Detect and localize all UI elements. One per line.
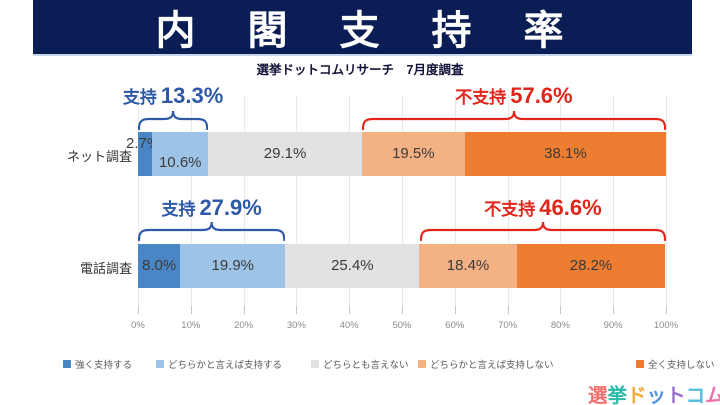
bar-segment xyxy=(208,132,362,176)
bar-segment xyxy=(516,244,666,288)
axis-tick-label: 50% xyxy=(392,320,412,331)
annotation-label: 支持 27.9% xyxy=(161,195,261,221)
bar-segment-label: 10.6% xyxy=(158,154,202,171)
logo-char: 選 xyxy=(588,385,608,405)
annotation-word: 不支持 xyxy=(484,200,536,219)
axis-tick-label: 10% xyxy=(181,320,201,331)
annotation-word: 支持 xyxy=(122,88,157,107)
legend-swatch xyxy=(418,360,426,368)
gridline xyxy=(402,95,403,314)
axis-tick-label: 90% xyxy=(603,320,623,331)
annotation-word: 支持 xyxy=(161,200,196,219)
title-banner: 内 閣 支 持 率 xyxy=(33,0,692,56)
axis-tick xyxy=(560,306,562,314)
annotation-value: 13.3% xyxy=(160,83,224,108)
axis-tick xyxy=(402,306,403,314)
annotation-value: 57.6% xyxy=(510,83,573,108)
legend-label: どちらかと言えば支持しない xyxy=(430,360,554,371)
bar-segment xyxy=(152,132,209,176)
survey-subtitle: 選挙ドットコムリサーチ 7月度調査 xyxy=(256,63,464,77)
axis-tick xyxy=(138,306,139,314)
axis-tick xyxy=(296,306,298,314)
support-brace xyxy=(137,110,209,131)
bar-segment-label: 38.1% xyxy=(544,145,587,162)
gridline xyxy=(613,95,615,314)
gridline xyxy=(296,95,298,314)
category-label: ネット調査 xyxy=(66,149,132,164)
legend-item: どちらかと言えば支持しない xyxy=(418,357,554,371)
axis-tick-label: 0% xyxy=(131,320,145,331)
bar-segment xyxy=(361,132,465,176)
axis-tick xyxy=(349,306,351,314)
bar-segment xyxy=(464,132,666,176)
axis-tick-label: 40% xyxy=(339,320,359,331)
gridline xyxy=(666,95,667,314)
bar-segment xyxy=(180,244,286,288)
bar-segment xyxy=(138,244,181,288)
axis-tick-label: 80% xyxy=(550,320,570,331)
annotation-label: 不支持 57.6% xyxy=(455,83,572,109)
axis-tick xyxy=(666,306,667,314)
support-brace xyxy=(137,221,286,242)
bar-segment xyxy=(419,244,517,288)
gridline xyxy=(138,95,139,314)
gridline xyxy=(349,95,351,314)
legend-swatch xyxy=(156,360,164,368)
legend-label: 全く支持しない xyxy=(648,360,715,371)
legend-label: 強く支持する xyxy=(75,360,133,371)
legend: 強く支持する どちらかと言えば支持する どちらとも言えない どちらかと言えば支持しない… xyxy=(0,357,720,373)
logo-char: ト xyxy=(666,385,686,405)
legend-label: どちらかと言えば支持する xyxy=(168,360,283,371)
axis-tick-label: 100% xyxy=(653,320,679,331)
logo-char: ド xyxy=(627,385,647,405)
axis-tick-label: 30% xyxy=(286,320,306,331)
annotation-word: 不支持 xyxy=(455,88,507,107)
oppose-brace xyxy=(361,110,667,131)
bar-segment-label: 2.7% xyxy=(126,135,161,152)
logo-char: ッ xyxy=(646,385,667,405)
axis-tick-label: 20% xyxy=(234,320,254,331)
logo-char: ム xyxy=(705,385,720,405)
annotation-value: 27.9% xyxy=(199,195,262,220)
annotation-label: 不支持 46.6% xyxy=(484,195,601,221)
legend-label: どちらとも言えない xyxy=(323,360,409,371)
logo-char: コ xyxy=(685,385,706,405)
bar-segment-label: 28.2% xyxy=(569,257,613,274)
axis-tick xyxy=(613,306,615,314)
axis-tick xyxy=(454,306,456,314)
legend-item: 全く支持しない xyxy=(636,357,715,371)
axis-tick xyxy=(190,306,192,314)
gridline xyxy=(560,95,562,314)
gridline xyxy=(243,95,245,314)
bar-segment xyxy=(285,244,420,288)
bar-segment-label: 19.5% xyxy=(392,145,435,162)
bar-segment-label: 29.1% xyxy=(263,145,307,162)
page-title: 内 閣 支 持 率 xyxy=(155,9,570,53)
legend-item: 強く支持する xyxy=(63,357,132,371)
legend-item: どちらかと言えば支持する xyxy=(156,357,282,371)
annotation-label: 支持 13.3% xyxy=(123,83,223,109)
axis-tick xyxy=(507,306,509,314)
axis-tick xyxy=(243,306,245,314)
bar-segment-label: 18.4% xyxy=(446,257,490,274)
legend-swatch xyxy=(636,360,644,368)
logo-char: 挙 xyxy=(607,385,628,405)
axis-tick-label: 70% xyxy=(498,320,518,331)
site-logo: 選挙ドットコム xyxy=(588,379,720,405)
bar-segment-label: 8.0% xyxy=(142,257,177,274)
axis-tick-label: 60% xyxy=(445,320,465,331)
gridline xyxy=(190,95,192,314)
gridline xyxy=(507,95,509,314)
gridline xyxy=(454,95,456,314)
bar-segment-label: 25.4% xyxy=(331,257,374,274)
oppose-brace xyxy=(419,221,667,242)
legend-swatch xyxy=(63,360,71,368)
annotation-value: 46.6% xyxy=(539,195,602,220)
legend-swatch xyxy=(311,360,319,368)
legend-item: どちらとも言えない xyxy=(311,357,409,371)
bar-segment-label: 19.9% xyxy=(211,257,255,274)
bar-segment xyxy=(138,132,153,176)
category-label: 電話調査 xyxy=(79,261,132,276)
